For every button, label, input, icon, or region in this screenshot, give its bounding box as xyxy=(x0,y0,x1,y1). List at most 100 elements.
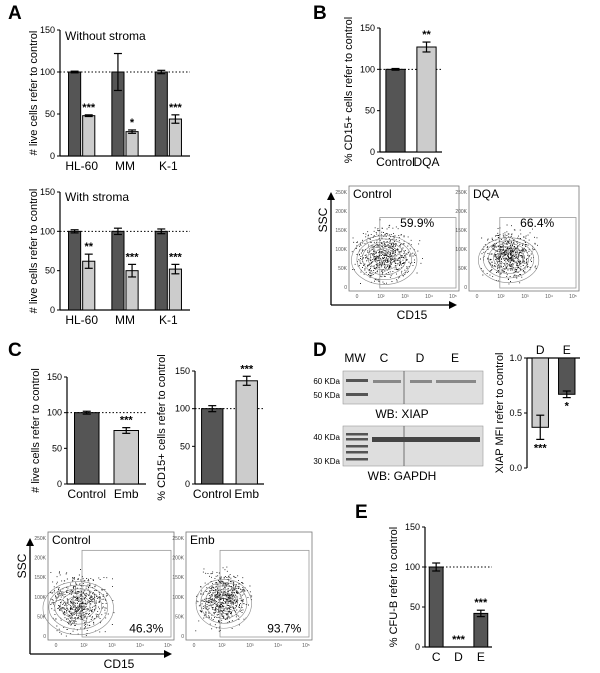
y-tick-label: 0 xyxy=(57,479,62,489)
bar xyxy=(125,131,139,157)
flow-y-tick-label: 50K xyxy=(338,266,348,272)
flow-contour xyxy=(209,588,238,614)
bar xyxy=(74,412,100,485)
significance-label: *** xyxy=(169,251,183,263)
flow-y-tick-label: 200K xyxy=(455,209,467,215)
bar xyxy=(428,566,444,648)
flow-y-tick-label: 250K xyxy=(455,190,467,196)
panel-label-b: B xyxy=(313,3,327,24)
blot-marker-band xyxy=(346,451,368,454)
flow-x-tick-label: 10⁴ xyxy=(274,643,282,649)
flow-contour xyxy=(356,238,412,280)
flow-y-tick-label: 200K xyxy=(172,556,184,562)
category-label: HL-60 xyxy=(65,313,98,327)
bar xyxy=(235,380,258,485)
flow-y-tick-label: 250K xyxy=(335,190,347,196)
flow-x-axis-title: CD15 xyxy=(104,657,135,671)
flow-y-tick-label: 150K xyxy=(34,575,46,581)
flow-y-arrowhead xyxy=(26,538,34,546)
y-tick-label: 0 xyxy=(50,151,55,161)
flow-contour xyxy=(200,582,248,624)
category-label: MM xyxy=(115,159,135,173)
flow-x-tick-label: 10⁴ xyxy=(545,294,553,300)
y-tick-label: 50 xyxy=(180,441,190,451)
blot-xiap-band xyxy=(373,380,401,383)
y-tick-label: 100 xyxy=(405,562,420,572)
flow-contour xyxy=(493,246,525,270)
y-axis-label: # live cells refer to control xyxy=(28,189,40,314)
flow-gate xyxy=(81,549,172,638)
flow-y-tick-label: 100K xyxy=(455,247,467,253)
flow-y-tick-label: 100K xyxy=(172,595,184,601)
flow-y-tick-label: 50K xyxy=(175,614,185,620)
bar xyxy=(416,46,437,153)
flow-x-tick-label: 10³ xyxy=(401,294,409,300)
flow-x-tick-label: 10⁵ xyxy=(164,643,172,649)
chart-c-right: 0 50 100 150 % CD15+ cells refer to control C… xyxy=(156,354,264,501)
flow-plot-label: Control xyxy=(52,533,91,547)
significance-label: ** xyxy=(422,29,431,41)
blot-marker-band xyxy=(346,438,368,441)
category-label: K-1 xyxy=(159,313,178,327)
category-label: D xyxy=(536,343,545,357)
flow-x-tick-label: 10³ xyxy=(246,643,254,649)
category-label: E xyxy=(563,343,571,357)
y-axis-label: # live cells refer to control xyxy=(30,368,42,493)
category-label: C xyxy=(432,650,441,664)
flow-x-tick-label: 10⁵ xyxy=(302,643,310,649)
flow-x-tick-label: 10⁵ xyxy=(569,294,577,300)
significance-label: *** xyxy=(240,363,254,375)
blot-marker-band xyxy=(346,379,368,382)
blot-marker-band xyxy=(346,445,368,448)
significance-label: *** xyxy=(169,102,183,114)
flow-contour xyxy=(488,243,530,274)
blot-lane-label: D xyxy=(416,351,425,365)
flow-x-tick-label: 10² xyxy=(497,294,505,300)
western-blot: MW C D E 60 KDa 50 KDa WB: XIAP 40 KDa 30 KDa WB:… xyxy=(313,351,484,483)
flow-y-tick-label: 200K xyxy=(335,209,347,215)
flow-contour xyxy=(218,595,229,605)
chart-title: Without stroma xyxy=(65,29,146,43)
flow-x-tick-label: 0 xyxy=(356,294,359,300)
significance-label: *** xyxy=(120,415,134,427)
flow-x-tick-label: 10³ xyxy=(108,643,116,649)
y-tick-label: 100 xyxy=(40,67,55,77)
y-axis-label: # live cells refer to control xyxy=(28,31,40,156)
y-tick-label: 50 xyxy=(52,443,62,453)
y-tick-label: 0 xyxy=(370,147,375,157)
blot-gapdh-label: WB: GAPDH xyxy=(368,469,437,483)
chart-title: With stroma xyxy=(65,190,129,204)
panel-label-e: E xyxy=(355,502,368,523)
flow-y-tick-label: 0 xyxy=(43,634,46,640)
bar xyxy=(68,230,82,311)
flow-contour xyxy=(66,595,91,615)
category-label: Emb xyxy=(234,487,259,501)
flow-gate xyxy=(219,549,310,638)
flow-contour xyxy=(54,588,103,625)
flow-y-tick-label: 150K xyxy=(455,228,467,234)
blot-lane-label: E xyxy=(451,351,459,365)
category-label: DQA xyxy=(413,155,439,169)
flow-contour xyxy=(362,241,407,276)
blot-xiap-label: WB: XIAP xyxy=(375,407,428,421)
flow-x-tick-label: 10⁴ xyxy=(425,294,433,300)
y-tick-label: 100 xyxy=(47,408,62,418)
blot-xiap-band xyxy=(436,380,476,383)
flow-contour xyxy=(498,249,519,265)
category-label: K-1 xyxy=(159,159,178,173)
significance-label: * xyxy=(130,117,135,129)
flow-x-tick-label: 10⁵ xyxy=(449,294,457,300)
y-axis-label: % CFU-B refer to control xyxy=(388,527,400,647)
blot-gapdh-band xyxy=(372,437,480,442)
flow-y-tick-label: 50K xyxy=(37,614,47,620)
y-tick-label: 50 xyxy=(410,602,420,612)
flow-y-tick-label: 100K xyxy=(34,595,46,601)
category-label: HL-60 xyxy=(65,159,98,173)
bar xyxy=(154,230,168,311)
bar xyxy=(201,408,224,485)
significance-label: *** xyxy=(126,251,140,263)
significance-label: *** xyxy=(534,442,548,454)
flow-gate-percent: 59.9% xyxy=(400,216,434,230)
flow-x-axis-title: CD15 xyxy=(397,308,428,322)
